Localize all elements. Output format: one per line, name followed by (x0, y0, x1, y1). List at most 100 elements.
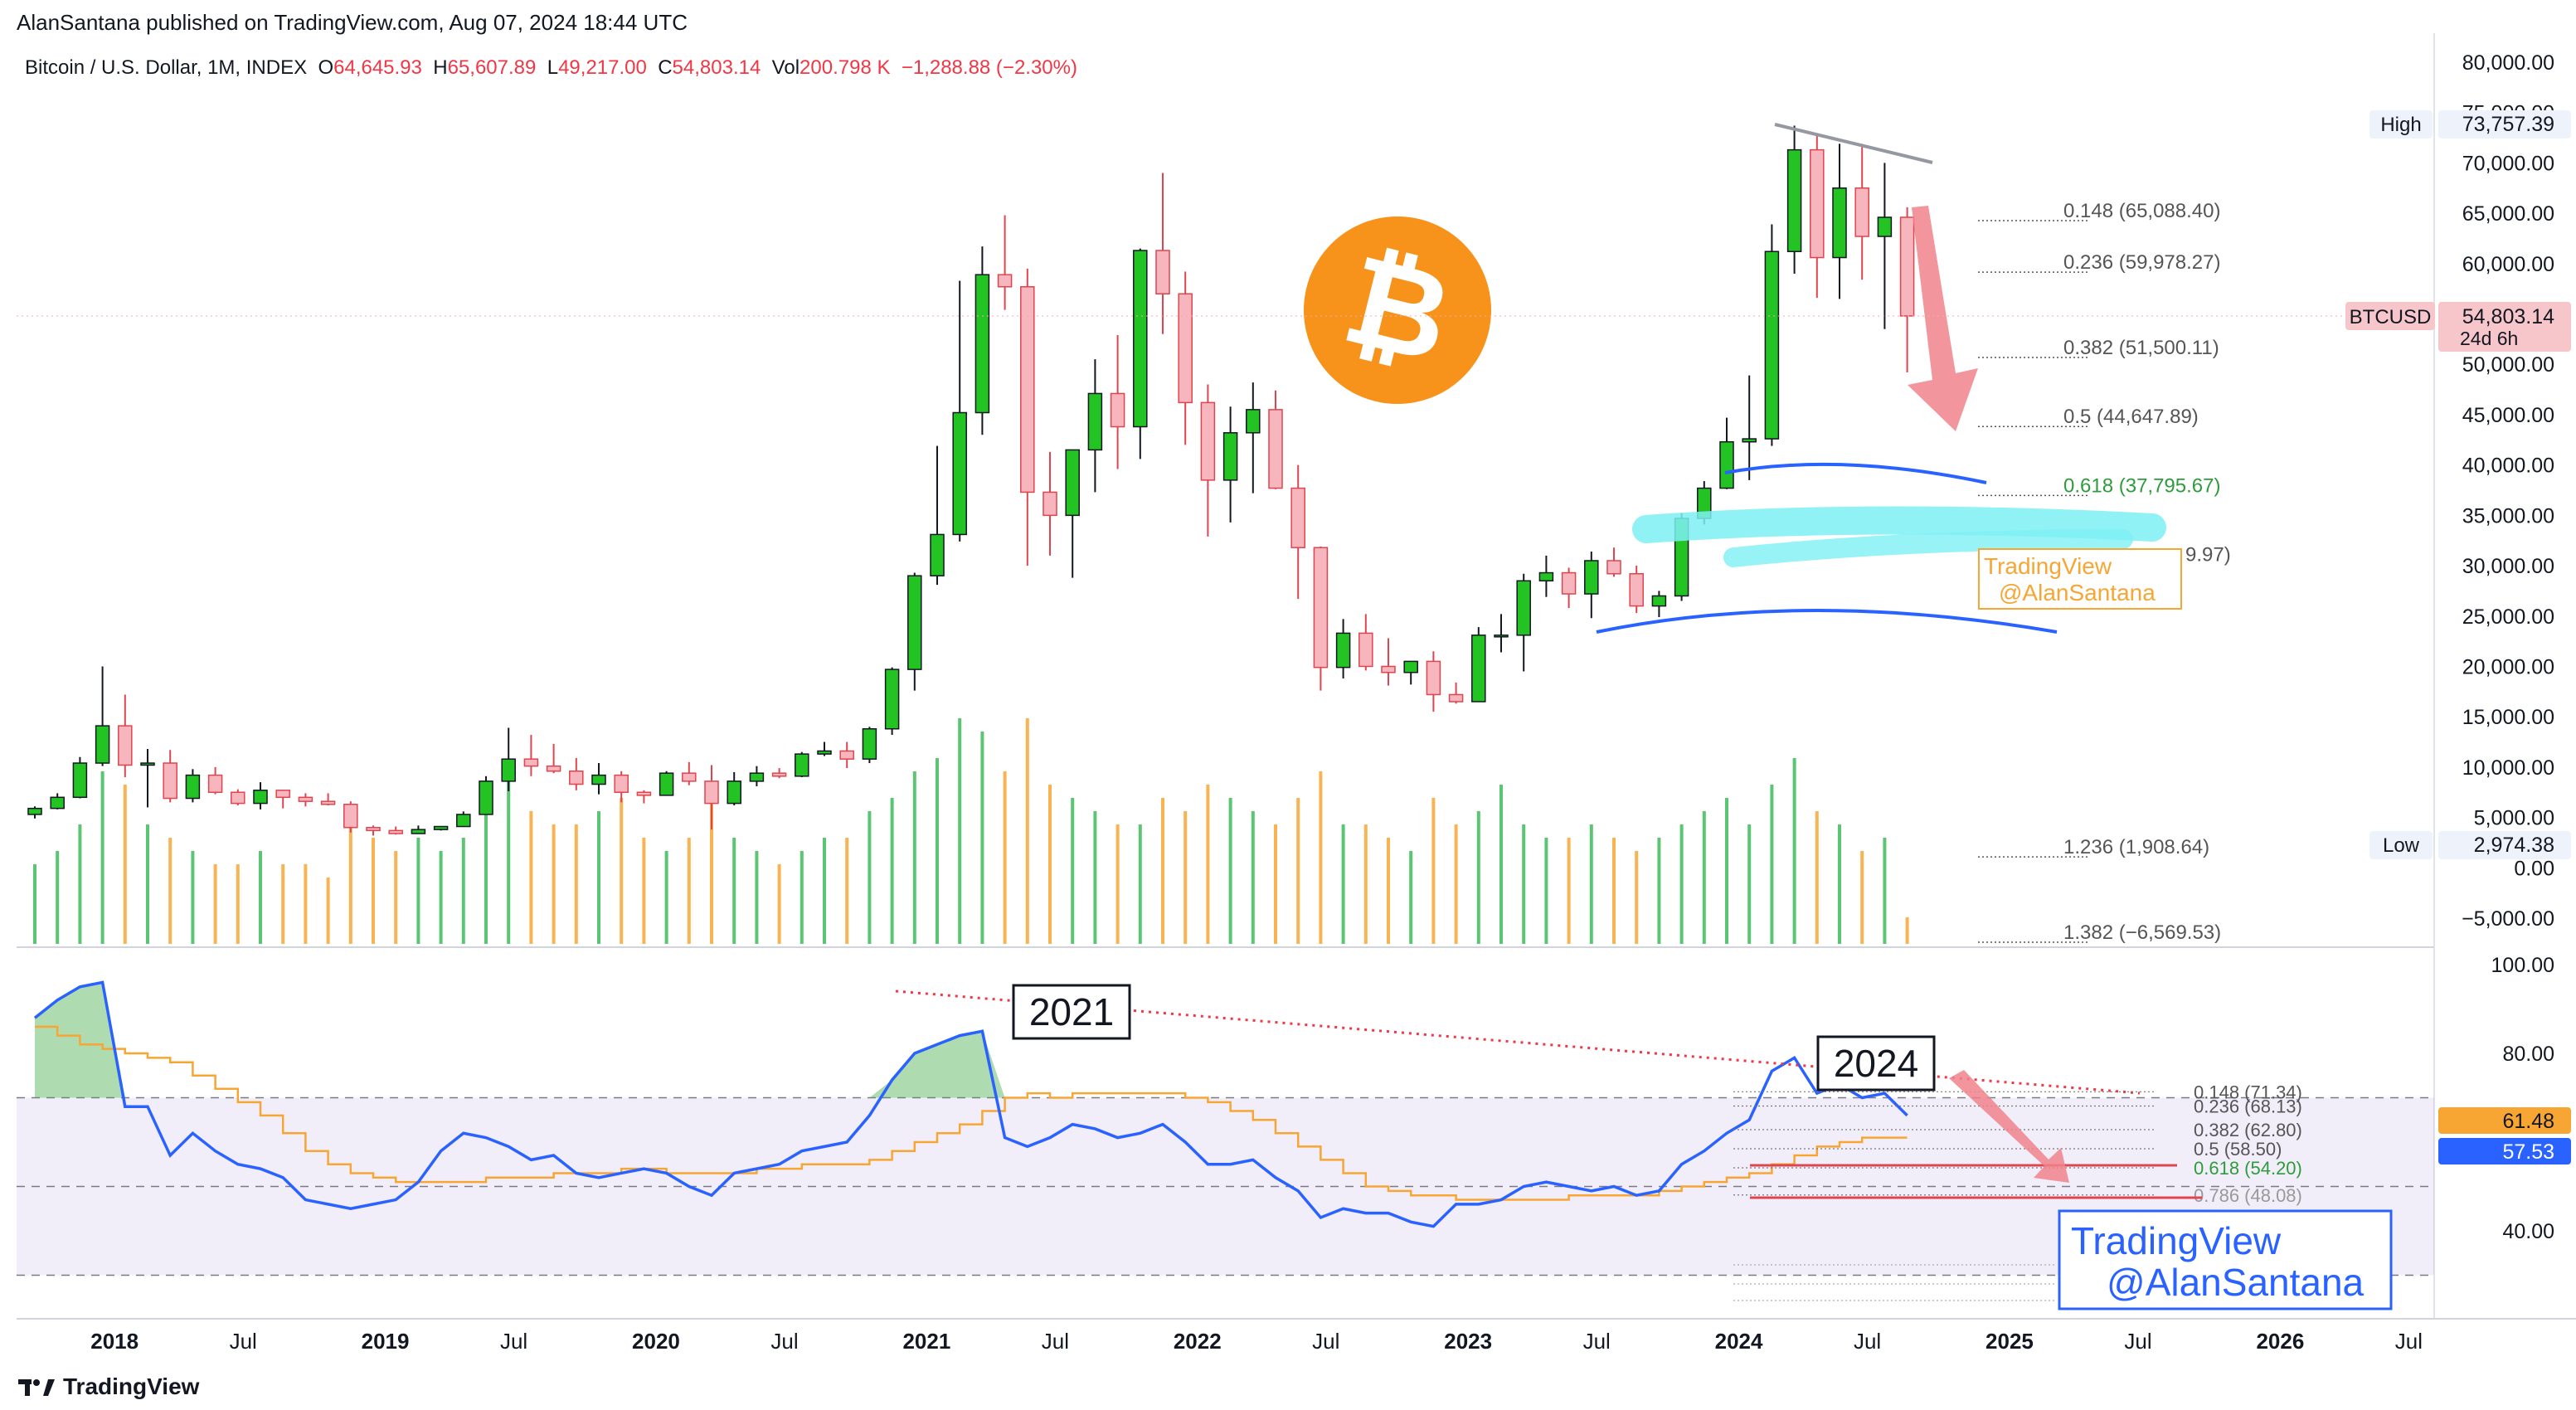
volume-bar (1702, 811, 1706, 944)
candle-up (1471, 634, 1486, 703)
time-tick-label: 2026 (2256, 1329, 2304, 1354)
time-tick-label: Jul (1312, 1329, 1339, 1354)
volume-bar (958, 718, 962, 944)
volume-bar (936, 758, 939, 944)
candle-down (997, 274, 1013, 288)
volume-bar (100, 771, 104, 944)
candle-down (1290, 487, 1305, 548)
rsi-tick-label: 80.00 (2502, 1043, 2554, 1066)
volume-bar (1093, 811, 1097, 944)
volume-bar (1228, 798, 1232, 944)
watermark-line-2: @AlanSantana (1999, 580, 2156, 605)
volume-bar (1071, 798, 1075, 944)
tradingview-logo-icon (18, 1379, 55, 1396)
price-tick-label: 10,000.00 (2462, 756, 2554, 780)
candle-down (1810, 148, 1825, 259)
watermark-line-1: TradingView (1984, 553, 2112, 579)
time-tick-label: 2024 (1715, 1329, 1763, 1354)
rsi-tick-label: 100.00 (2491, 954, 2554, 977)
candle-down (1606, 560, 1621, 575)
high-marker-label: High (2380, 114, 2421, 136)
volume-bar (1184, 811, 1188, 944)
volume-bar (1792, 758, 1796, 944)
volume-bar (1657, 838, 1661, 944)
candle-up (1087, 392, 1103, 451)
candle-down (1381, 665, 1396, 673)
volume-bar (620, 798, 624, 944)
low-label: L (547, 56, 559, 79)
candle-up (1584, 560, 1599, 595)
candle-down (771, 772, 787, 777)
candle-up (72, 762, 88, 799)
volume-bar (1522, 824, 1526, 944)
volume-bar (1138, 824, 1142, 944)
candle-up (884, 669, 900, 730)
candle-up (1764, 250, 1780, 440)
rsi-value-tag-bg (2438, 1138, 2571, 1164)
open-label: O (318, 56, 334, 79)
last-price-bg (2438, 302, 2571, 352)
volume-bars (33, 718, 1909, 944)
candle-down (1561, 571, 1577, 595)
volume-bar (281, 864, 285, 944)
price-tick-label: 5,000.00 (2474, 807, 2554, 830)
vol-label: Vol (771, 56, 800, 79)
volume-bar (1815, 811, 1819, 944)
volume-bar (123, 785, 127, 944)
fib-level-label: 0.618 (37,795.67) (2063, 474, 2220, 497)
support-zone-stroke (1723, 529, 2133, 567)
volume-bar (439, 851, 443, 944)
volume-bar (1431, 798, 1436, 944)
volume-bar (348, 824, 352, 944)
candle-down (839, 750, 854, 760)
volume-bar (642, 838, 646, 944)
time-tick-label: Jul (2395, 1329, 2423, 1354)
footer-brand-label: TradingView (63, 1374, 200, 1399)
volume-bar (461, 838, 465, 944)
year-annotation-box (1012, 984, 1131, 1040)
volume-bar (1612, 838, 1616, 944)
support-curve-upper (1724, 462, 1987, 484)
candle-up (907, 575, 922, 670)
rsi-pane: 100.00 80.00 40.00 0.148 (71.34)0.236 (68.1… (17, 954, 2571, 1310)
price-tick-label: 65,000.00 (2462, 202, 2554, 226)
volume-bar (800, 851, 804, 944)
candle-down (682, 772, 697, 782)
price-tick-label: −5,000.00 (2462, 907, 2554, 931)
rsi-band (17, 1097, 2434, 1276)
candle-up (1786, 148, 1802, 253)
candle-down (320, 800, 336, 805)
fib-level-label: 0.148 (65,088.40) (2063, 200, 2220, 222)
candle-down (1448, 693, 1464, 703)
candle-down (1313, 547, 1329, 669)
volume-bar (1115, 824, 1120, 944)
symbol-legend: Bitcoin / U.S. Dollar, 1M, INDEX O64,645… (25, 56, 1077, 80)
candle-up (479, 780, 493, 815)
volume-bar (213, 864, 217, 944)
volume-bar (259, 851, 262, 944)
volume-bar (394, 851, 398, 944)
resistance-trendline (1774, 123, 1933, 164)
volume-bar (1747, 824, 1752, 944)
volume-bar (912, 771, 916, 944)
change-value: −1,288.88 (−2.30%) (901, 56, 1077, 79)
volume-bar (1274, 824, 1277, 944)
volume-bar (304, 864, 308, 944)
rsi-fib-label: 0.148 (71.34) (2194, 1082, 2302, 1102)
candle-up (1403, 660, 1418, 673)
time-tick-label: 2023 (1444, 1329, 1492, 1354)
rsi-down-arrow-icon (1949, 1070, 2069, 1183)
close-value: 54,803.14 (672, 56, 761, 79)
candle-up (952, 411, 967, 536)
candle-down (1178, 293, 1193, 404)
volume-bar (664, 851, 668, 944)
time-tick-label: 2019 (362, 1329, 410, 1354)
year-annotation-label: 2021 (1029, 990, 1114, 1033)
volume-bar (890, 798, 894, 944)
time-tick-label: Jul (230, 1329, 257, 1354)
fib-level-label: 9.97) (2185, 544, 2231, 566)
volume-bar (1544, 838, 1548, 944)
volume-bar (1476, 811, 1480, 944)
